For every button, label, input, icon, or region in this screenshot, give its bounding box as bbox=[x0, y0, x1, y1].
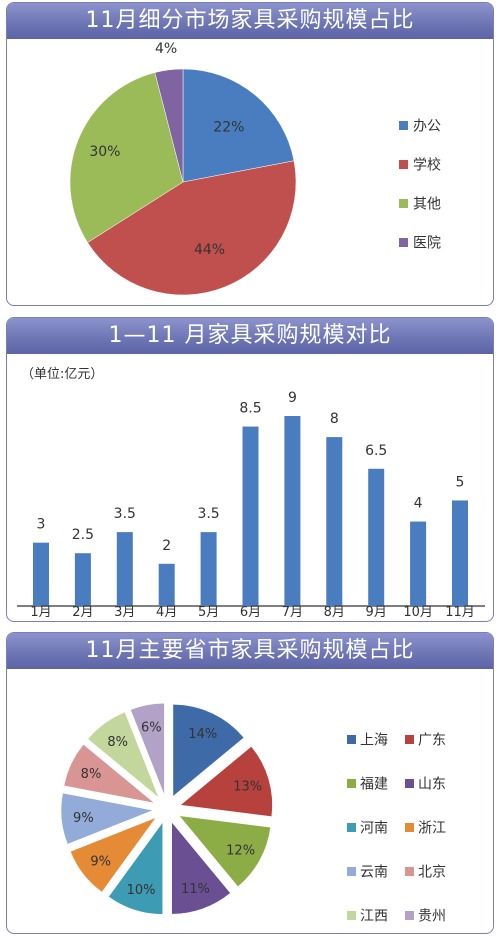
x-tick-label: 8月 bbox=[324, 605, 345, 620]
legend-label: 医院 bbox=[413, 236, 441, 252]
pie-slice-label: 8% bbox=[107, 735, 128, 750]
segment-pie-title: 11月细分市场家具采购规模占比 bbox=[7, 3, 493, 39]
pie-slice-label: 13% bbox=[233, 780, 262, 795]
bar-3月 bbox=[116, 532, 133, 606]
bar-value-label: 4 bbox=[414, 496, 423, 512]
x-tick-label: 5月 bbox=[198, 605, 219, 620]
bar-value-label: 2 bbox=[162, 538, 171, 554]
x-tick-label: 11月 bbox=[445, 605, 475, 620]
bar-1月 bbox=[33, 542, 49, 606]
legend-label: 浙江 bbox=[418, 821, 446, 837]
pie-slice-label: 9% bbox=[90, 854, 111, 869]
legend-label: 河南 bbox=[360, 821, 388, 837]
legend-label: 山东 bbox=[418, 777, 446, 793]
legend-label: 其他 bbox=[413, 197, 441, 213]
legend-swatch bbox=[399, 199, 408, 208]
bar-2月 bbox=[74, 553, 91, 606]
pie-slice-label: 12% bbox=[226, 843, 255, 858]
bar-value-label: 6.5 bbox=[365, 443, 387, 459]
legend-label: 云南 bbox=[360, 865, 388, 881]
pie-slice-label: 4% bbox=[155, 41, 177, 57]
legend-label: 广东 bbox=[418, 733, 446, 749]
x-tick-label: 2月 bbox=[72, 605, 93, 620]
pie-slice-3 bbox=[171, 821, 231, 915]
x-tick-label: 7月 bbox=[282, 605, 303, 620]
pie-slice-6 bbox=[60, 792, 154, 845]
bar-value-label: 9 bbox=[288, 390, 297, 406]
x-tick-label: 10月 bbox=[403, 605, 433, 620]
legend-swatch bbox=[347, 911, 356, 920]
legend-label: 江西 bbox=[360, 909, 388, 925]
province-pie-title: 11月主要省市家具采购规模占比 bbox=[7, 633, 493, 669]
pie-slice-label: 9% bbox=[73, 811, 94, 826]
legend-swatch bbox=[399, 238, 408, 247]
legend-swatch bbox=[405, 735, 414, 744]
bar-9月 bbox=[368, 468, 385, 606]
pie-slice-8 bbox=[87, 711, 160, 798]
bar-4月 bbox=[158, 563, 175, 606]
legend-label: 福建 bbox=[360, 777, 388, 793]
bar-5月 bbox=[200, 532, 217, 606]
x-tick-label: 9月 bbox=[366, 605, 387, 620]
pie-slice-2 bbox=[69, 72, 184, 243]
pie-slice-label: 8% bbox=[81, 767, 102, 782]
legend-label: 学校 bbox=[413, 157, 441, 174]
bar-value-label: 8 bbox=[330, 411, 339, 427]
legend-label: 上海 bbox=[360, 733, 388, 749]
legend-swatch bbox=[399, 160, 408, 169]
province-pie-panel: 11月主要省市家具采购规模占比 14% 13% 12% 11% 10% 9% 9% 8% 8% 6… bbox=[6, 632, 494, 934]
pie-slice-1 bbox=[179, 746, 273, 817]
pie-slice-label: 30% bbox=[89, 144, 120, 160]
bar-11月 bbox=[452, 500, 468, 606]
pie-slice-4 bbox=[108, 821, 163, 915]
bar-value-label: 3.5 bbox=[114, 506, 136, 522]
bar-value-label: 5 bbox=[456, 474, 465, 490]
monthly-bar-chart: （单位:亿元） 3 1月 2.5 2月 3.5 3月 2 4月 3.5 5月 8.5 6月 9 7月 8 8月… bbox=[17, 367, 485, 620]
x-tick-label: 3月 bbox=[114, 605, 135, 620]
bar-value-label: 3.5 bbox=[197, 506, 219, 522]
pie-slice-0 bbox=[182, 68, 295, 183]
pie-slice-0 bbox=[172, 704, 245, 797]
bar-8月 bbox=[326, 437, 343, 606]
legend-swatch bbox=[347, 823, 356, 832]
pie-slice-9 bbox=[130, 702, 165, 796]
monthly-bar-title: 1—11 月家具采购规模对比 bbox=[7, 318, 493, 354]
legend-label: 办公 bbox=[413, 119, 441, 135]
pie-slice-label: 6% bbox=[141, 720, 162, 735]
legend-swatch bbox=[405, 779, 414, 788]
pie-slice-label: 11% bbox=[181, 882, 210, 897]
legend-label: 北京 bbox=[418, 865, 446, 881]
pie-slice-3 bbox=[154, 68, 184, 183]
pie-slice-label: 14% bbox=[188, 727, 217, 742]
bar-6月 bbox=[242, 426, 259, 606]
segment-pie-panel: 11月细分市场家具采购规模占比 22% 44% 30% 4% 办公学校其他医院 bbox=[6, 2, 494, 306]
bar-value-label: 8.5 bbox=[239, 401, 261, 417]
legend-swatch bbox=[347, 735, 356, 744]
x-tick-label: 6月 bbox=[240, 605, 261, 620]
pie-slice-5 bbox=[70, 817, 157, 893]
monthly-bar-panel: 1—11 月家具采购规模对比 （单位:亿元） 3 1月 2.5 2月 3.5 3月 2 4月 3… bbox=[6, 317, 494, 622]
x-tick-label: 4月 bbox=[156, 605, 177, 620]
pie-slice-1 bbox=[87, 160, 297, 296]
pie-slice-label: 10% bbox=[127, 883, 156, 898]
bar-value-label: 3 bbox=[37, 517, 46, 533]
unit-label: （单位:亿元） bbox=[21, 367, 103, 382]
legend-label: 贵州 bbox=[418, 909, 446, 925]
pie-slice-7 bbox=[63, 744, 155, 804]
legend-swatch bbox=[399, 121, 408, 130]
pie-slice-2 bbox=[178, 815, 271, 887]
bar-7月 bbox=[284, 416, 301, 606]
legend-swatch bbox=[347, 779, 356, 788]
bar-value-label: 2.5 bbox=[72, 527, 94, 543]
legend-swatch bbox=[405, 823, 414, 832]
pie-slice-label: 22% bbox=[213, 120, 244, 136]
legend-swatch bbox=[347, 867, 356, 876]
x-tick-label: 1月 bbox=[30, 605, 51, 620]
pie-slice-label: 44% bbox=[194, 242, 225, 258]
legend-swatch bbox=[405, 867, 414, 876]
bar-10月 bbox=[410, 521, 427, 606]
legend-swatch bbox=[405, 911, 414, 920]
